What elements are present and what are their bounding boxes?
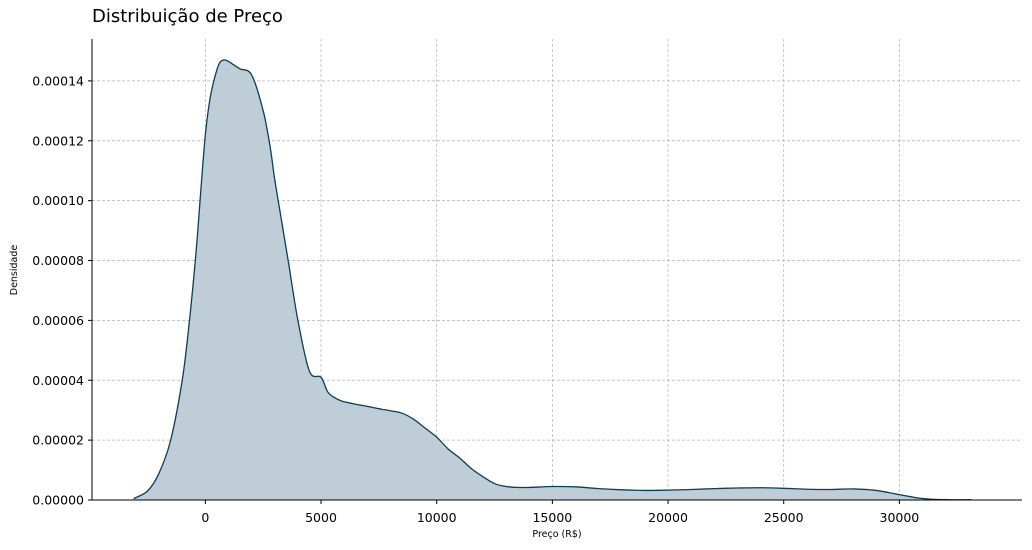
x-tick-label: 5000 [305, 510, 337, 525]
x-axis-label: Preço (R$) [532, 529, 581, 540]
density-curve-line [133, 59, 972, 501]
y-tick-label: 0.00004 [32, 373, 84, 388]
x-tick-label: 10000 [417, 510, 457, 525]
tick-layer: 0 5000 10000 15000 20000 25000 30000 0.00000 0.0… [32, 73, 919, 525]
y-tick-label: 0.00014 [32, 73, 84, 88]
chart-title: Distribuição de Preço [92, 6, 283, 27]
y-tick-label: 0.00008 [32, 253, 84, 268]
density-area-fill [133, 59, 972, 500]
x-tick-label: 15000 [532, 510, 572, 525]
y-tick-label: 0.00006 [32, 313, 84, 328]
y-axis-label: Densidade [9, 245, 20, 296]
x-tick-label: 0 [201, 510, 209, 525]
y-tick-label: 0.00000 [32, 493, 84, 508]
axes-layer [91, 39, 1022, 501]
y-tick-label: 0.00012 [32, 133, 84, 148]
x-tick-label: 25000 [764, 510, 804, 525]
x-tick-label: 30000 [880, 510, 920, 525]
x-tick-label: 20000 [648, 510, 688, 525]
y-tick-label: 0.00002 [32, 433, 84, 448]
y-tick-label: 0.00010 [32, 193, 84, 208]
